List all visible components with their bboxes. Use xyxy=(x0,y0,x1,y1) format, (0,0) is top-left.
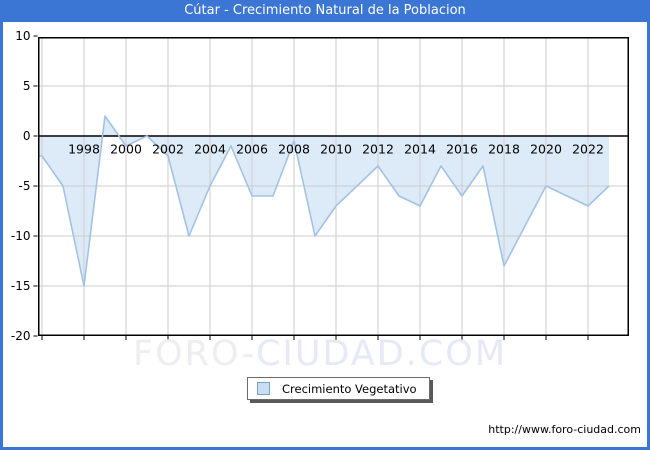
x-tick-label: 2002 xyxy=(152,142,184,157)
series-area-fill xyxy=(39,116,609,286)
y-tick-label: 0 xyxy=(23,129,31,143)
footer-url: http://www.foro-ciudad.com xyxy=(488,423,641,436)
y-tick-label: -5 xyxy=(19,179,31,193)
x-tick-label: 2010 xyxy=(320,142,352,157)
title-bar: Cútar - Crecimiento Natural de la Poblac… xyxy=(3,0,647,22)
legend-color-swatch xyxy=(257,382,270,395)
x-tick-label: 2000 xyxy=(110,142,142,157)
y-tick-label: 10 xyxy=(15,29,30,43)
y-tick-label: -20 xyxy=(11,329,31,343)
legend: Crecimiento Vegetativo xyxy=(247,377,430,400)
x-tick-label: 2004 xyxy=(194,142,226,157)
x-tick-label: 2016 xyxy=(446,142,478,157)
plot-border xyxy=(38,37,629,336)
y-tick-label: -15 xyxy=(11,279,31,293)
x-tick-label: 2022 xyxy=(572,142,604,157)
x-tick-label: 2018 xyxy=(488,142,520,157)
watermark-part1: FORO- xyxy=(132,334,257,374)
chart-title: Cútar - Crecimiento Natural de la Poblac… xyxy=(184,3,466,18)
y-tick-label: -10 xyxy=(11,229,31,243)
watermark-part2: CIUDAD.COM xyxy=(256,334,508,374)
x-tick-label: 2006 xyxy=(236,142,268,157)
legend-label: Crecimiento Vegetativo xyxy=(282,381,417,396)
x-tick-label: 2020 xyxy=(530,142,562,157)
y-tick-label: 5 xyxy=(23,79,31,93)
series-line xyxy=(39,115,610,287)
watermark: FORO-CIUDAD.COM xyxy=(3,334,640,374)
x-tick-label: 2014 xyxy=(404,142,436,157)
x-tick-label: 1998 xyxy=(68,142,100,157)
x-tick-label: 2008 xyxy=(278,142,310,157)
x-tick-label: 2012 xyxy=(362,142,394,157)
